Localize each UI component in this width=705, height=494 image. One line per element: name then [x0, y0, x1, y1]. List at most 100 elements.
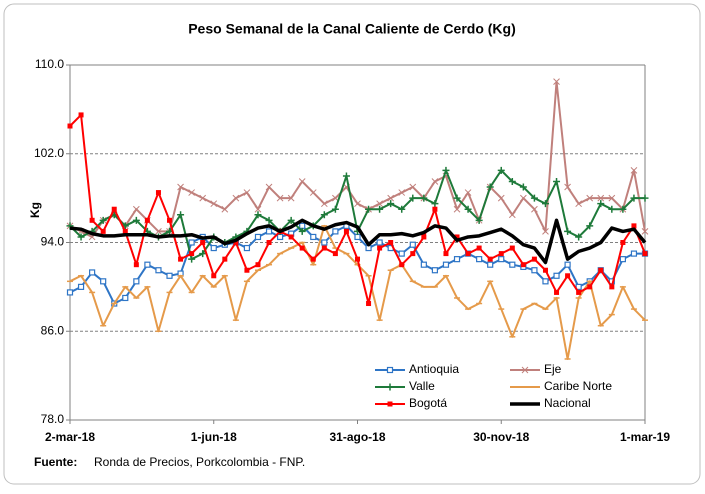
marker — [78, 112, 84, 118]
marker — [509, 245, 515, 251]
marker — [486, 183, 494, 191]
marker — [332, 251, 338, 257]
marker — [630, 167, 638, 174]
marker — [77, 233, 85, 241]
marker — [530, 194, 538, 202]
marker — [376, 205, 384, 213]
marker — [244, 267, 250, 273]
marker — [553, 272, 560, 279]
marker — [178, 256, 184, 262]
marker — [420, 261, 427, 268]
marker — [210, 244, 217, 252]
marker — [387, 194, 395, 202]
marker — [265, 216, 273, 224]
marker — [519, 183, 527, 191]
marker — [509, 261, 516, 268]
marker — [608, 205, 616, 213]
marker — [189, 251, 195, 257]
marker — [587, 284, 593, 290]
marker — [89, 269, 96, 276]
y-axis-label: Kg — [28, 202, 42, 218]
marker — [144, 261, 151, 268]
marker — [366, 301, 372, 307]
y-tick-label: 94.0 — [41, 235, 65, 249]
marker — [210, 200, 218, 208]
marker — [609, 284, 615, 290]
chart-title: Peso Semanal de la Canal Caliente de Cer… — [188, 21, 516, 37]
marker — [155, 267, 162, 274]
marker — [100, 278, 107, 285]
marker — [409, 194, 417, 202]
marker — [608, 194, 616, 202]
legend-label: Eje — [544, 362, 562, 376]
marker — [541, 200, 549, 208]
marker — [265, 183, 273, 191]
marker — [553, 177, 561, 185]
marker — [287, 216, 295, 224]
marker — [388, 240, 394, 245]
marker — [410, 251, 416, 257]
marker — [564, 183, 571, 191]
marker — [409, 241, 416, 248]
marker — [432, 206, 438, 212]
marker — [597, 200, 605, 208]
marker — [254, 211, 262, 219]
marker — [200, 240, 206, 245]
marker — [365, 205, 373, 213]
marker — [497, 194, 505, 202]
marker — [564, 261, 571, 268]
y-tick-label: 102.0 — [34, 146, 64, 160]
marker — [355, 256, 360, 262]
marker — [398, 205, 406, 213]
marker — [520, 194, 527, 202]
marker — [431, 178, 439, 185]
marker — [177, 183, 184, 191]
series — [67, 112, 648, 307]
marker — [310, 256, 316, 262]
legend-label: Antioquia — [409, 362, 459, 376]
marker — [443, 251, 449, 257]
marker — [321, 245, 327, 251]
legend-label: Bogotá — [409, 396, 447, 410]
marker — [265, 228, 273, 235]
marker — [598, 267, 604, 273]
x-tick-label: 30-nov-18 — [473, 430, 529, 444]
marker — [619, 256, 626, 263]
marker — [565, 273, 571, 279]
series — [69, 218, 647, 265]
marker — [498, 256, 505, 263]
marker — [542, 267, 548, 273]
series — [67, 224, 648, 360]
marker — [620, 240, 626, 245]
y-tick-label: 86.0 — [41, 323, 65, 337]
marker — [243, 189, 251, 196]
marker — [564, 227, 572, 235]
marker — [77, 283, 85, 290]
marker — [310, 233, 317, 241]
marker — [354, 233, 361, 241]
marker — [222, 256, 228, 262]
marker — [376, 239, 383, 246]
marker — [254, 233, 262, 241]
marker — [576, 289, 582, 295]
marker — [144, 217, 150, 223]
marker — [508, 177, 516, 185]
x-tick-label: 1-jun-18 — [191, 430, 237, 444]
marker — [398, 250, 405, 257]
marker — [133, 262, 139, 268]
marker — [188, 189, 195, 196]
marker — [287, 194, 295, 202]
marker — [520, 262, 526, 268]
marker — [421, 234, 427, 240]
marker — [630, 194, 638, 202]
marker — [475, 216, 483, 224]
marker — [453, 256, 461, 263]
marker — [630, 250, 638, 257]
marker — [453, 194, 461, 202]
marker — [100, 228, 106, 234]
marker — [641, 194, 649, 202]
marker — [188, 255, 196, 263]
legend-marker — [521, 366, 529, 374]
marker — [320, 211, 328, 219]
